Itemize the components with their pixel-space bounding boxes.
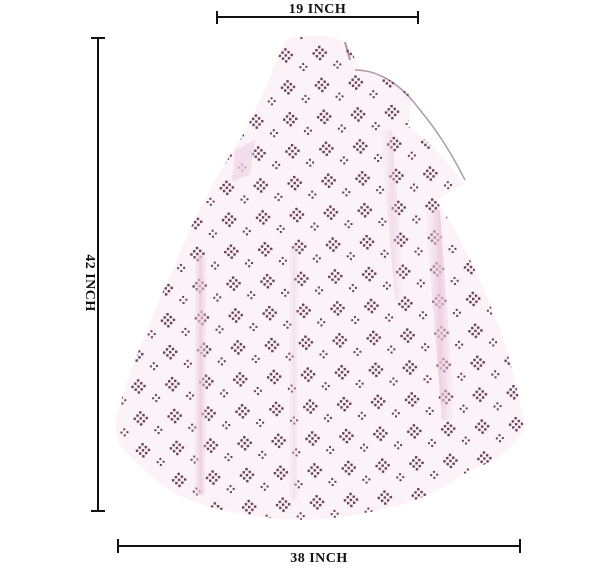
dimension-label-top: 19 INCH bbox=[288, 2, 347, 17]
dimension-label-bottom: 38 INCH bbox=[290, 551, 348, 566]
dimension-label-side: 42 INCH bbox=[82, 254, 97, 312]
dimension-lines bbox=[91, 11, 521, 553]
skirt-body bbox=[115, 35, 524, 520]
